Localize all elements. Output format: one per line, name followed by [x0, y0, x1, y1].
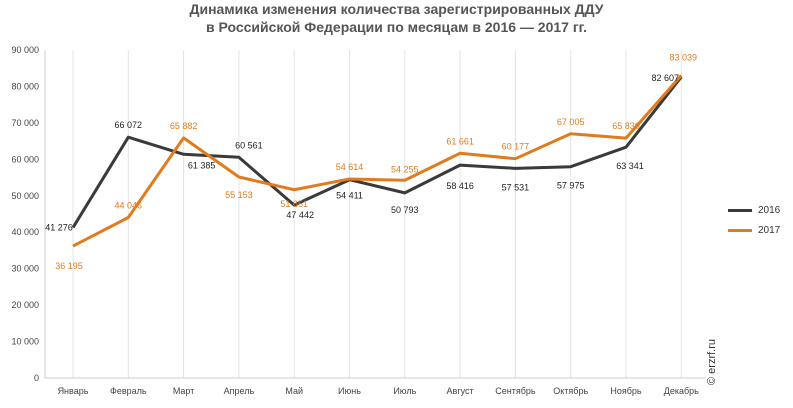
legend-label-2016: 2016	[758, 205, 781, 216]
x-tick-label-5: Июнь	[338, 386, 361, 396]
legend-item-2016: 2016	[728, 205, 780, 216]
data-label-2016-9: 57 975	[557, 181, 585, 191]
y-tick-label-4: 40 000	[11, 227, 39, 237]
data-label-2016-6: 50 793	[391, 205, 419, 215]
data-label-2017-9: 67 005	[557, 117, 585, 127]
x-tick-label-0: Январь	[58, 386, 89, 396]
data-label-2016-4: 47 442	[286, 210, 314, 220]
data-label-2017-3: 55 153	[225, 190, 253, 200]
watermark: © erzrf.ru	[706, 339, 718, 385]
data-label-2016-5: 54 411	[336, 191, 363, 201]
y-tick-label-7: 70 000	[11, 118, 39, 128]
data-label-2016-1: 66 072	[115, 120, 143, 130]
data-label-2016-0: 41 276	[45, 223, 73, 233]
y-tick-label-0: 0	[34, 373, 39, 383]
x-tick-label-10: Ноябрь	[610, 386, 642, 396]
legend-label-2017: 2017	[758, 225, 781, 236]
legend-swatch-2017	[728, 229, 752, 232]
x-tick-label-4: Май	[285, 386, 303, 396]
y-tick-label-3: 30 000	[11, 264, 39, 274]
chart-title-line2: в Российской Федерации по месяцам в 2016…	[206, 19, 587, 35]
x-tick-label-11: Декабрь	[664, 386, 699, 396]
series-line-2017	[72, 74, 683, 248]
x-tick-label-8: Сентябрь	[495, 386, 536, 396]
data-label-2016-7: 58 416	[446, 181, 474, 191]
data-label-2016-10: 63 341	[616, 161, 644, 171]
data-label-2017-0: 36 195	[55, 261, 83, 271]
data-label-2016-2: 61 385	[188, 160, 216, 170]
data-label-2017-5: 54 614	[336, 162, 364, 172]
data-label-2016-11: 82 607	[652, 73, 680, 83]
y-tick-label-2: 20 000	[11, 300, 39, 310]
data-label-2016-8: 57 531	[502, 182, 530, 192]
x-tick-label-6: Июль	[393, 386, 416, 396]
data-label-2017-7: 61 661	[446, 136, 474, 146]
x-tick-label-2: Март	[173, 386, 195, 396]
y-tick-label-1: 10 000	[11, 337, 39, 347]
data-label-2016-3: 60 561	[235, 140, 263, 150]
data-label-2017-10: 65 830	[612, 121, 640, 131]
chart-title-line1: Динамика изменения количества зарегистри…	[189, 1, 604, 17]
data-label-2017-2: 65 882	[170, 121, 198, 131]
data-label-2017-4: 51 651	[280, 199, 308, 209]
data-label-2017-8: 60 177	[502, 142, 530, 152]
series-line-2016	[71, 76, 683, 229]
x-tick-label-1: Февраль	[110, 386, 147, 396]
data-label-2017-6: 54 255	[391, 164, 419, 174]
data-label-2017-11: 83 039	[670, 52, 698, 62]
x-tick-label-9: Октябрь	[553, 386, 588, 396]
y-tick-label-6: 60 000	[11, 154, 39, 164]
y-tick-label-9: 90 000	[11, 45, 39, 55]
legend-swatch-2016	[728, 209, 752, 212]
legend-item-2017: 2017	[728, 225, 780, 236]
y-tick-label-5: 50 000	[11, 191, 39, 201]
x-tick-label-7: Август	[447, 386, 474, 396]
data-label-2017-1: 44 046	[115, 200, 143, 210]
y-tick-label-8: 80 000	[11, 81, 39, 91]
x-tick-label-3: Апрель	[224, 386, 255, 396]
